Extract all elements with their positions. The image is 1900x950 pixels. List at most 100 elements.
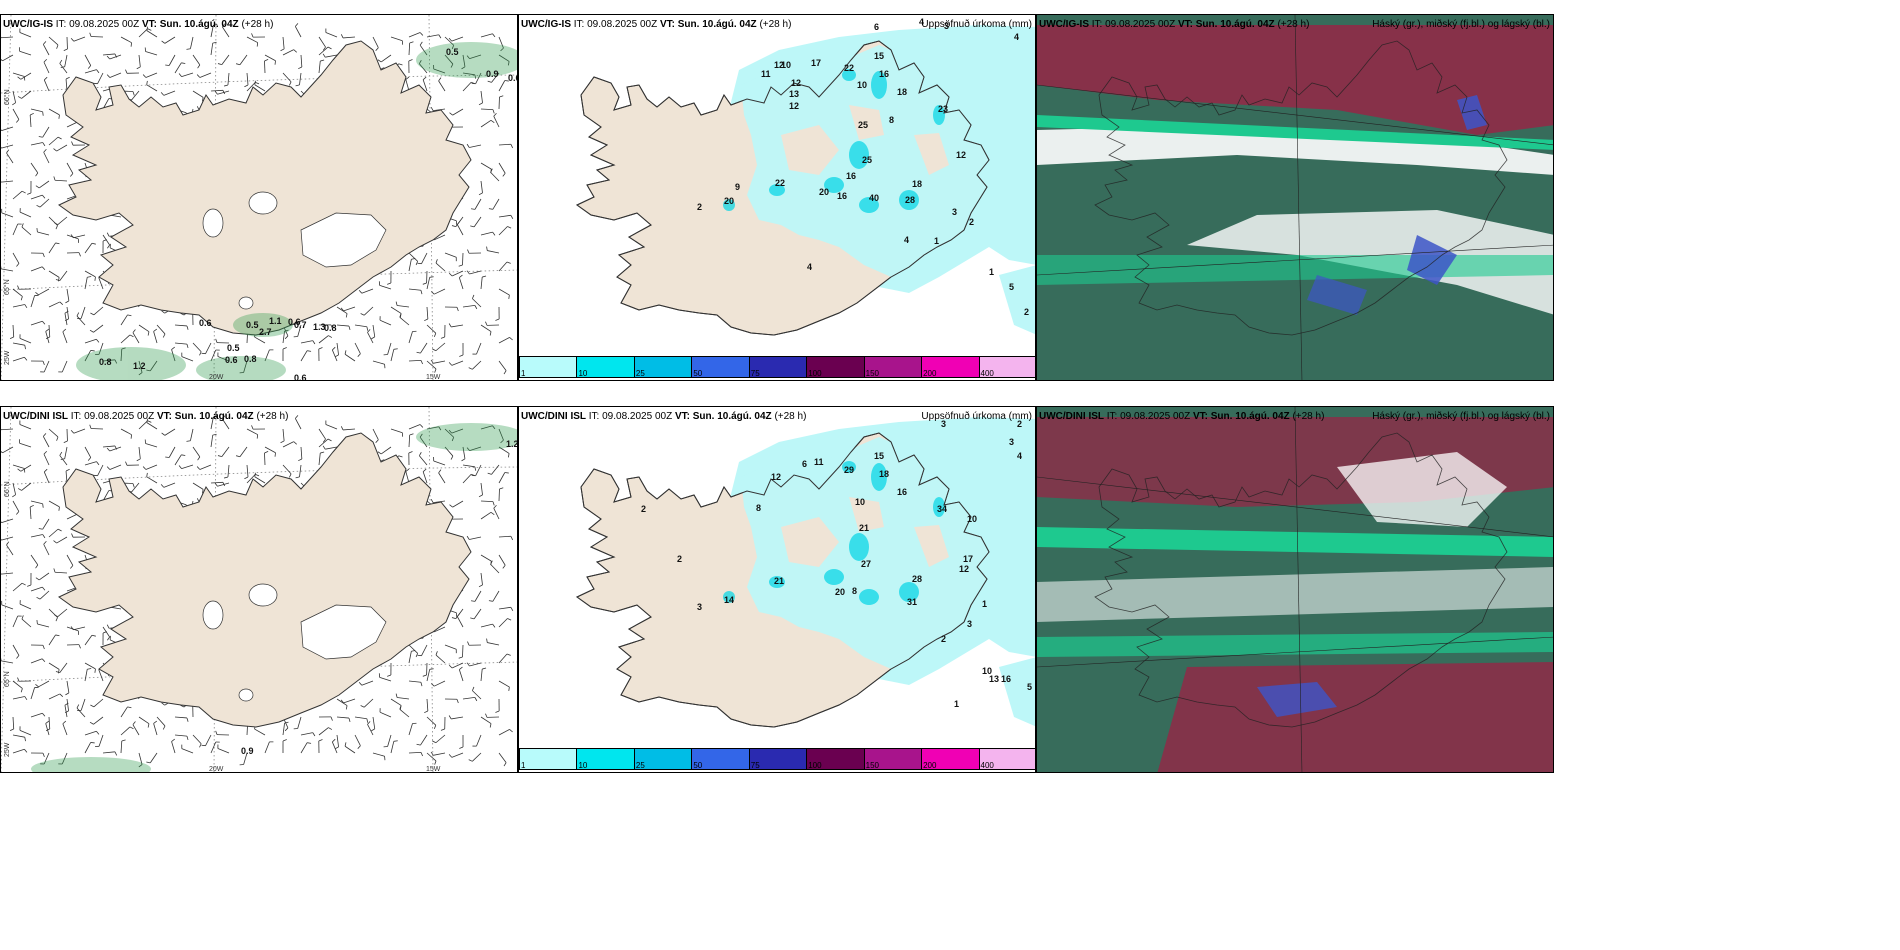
colorbar-label: 200 <box>923 369 937 378</box>
precip-value: 18 <box>897 87 907 97</box>
wind-header-top: UWC/IG-IS IT: 09.08.2025 00Z VT: Sun. 10… <box>3 19 273 30</box>
colorbar-segment: 1 <box>520 749 578 770</box>
precip-colorbar-bottom: 1 10 25 50 75 100 150 200 400 <box>519 748 1035 770</box>
precip-value: 29 <box>844 465 854 475</box>
wind-speed-label: 0.8 <box>324 323 337 333</box>
precip-area-right <box>999 657 1035 727</box>
precip-value: 6 <box>874 22 879 32</box>
wind-speed-label: 0.5 <box>446 47 459 57</box>
precip-value: 1 <box>989 267 994 277</box>
precip-header-top: UWC/IG-IS IT: 09.08.2025 00Z VT: Sun. 10… <box>521 19 791 30</box>
iceland-coastline <box>576 40 990 336</box>
precip-value: 3 <box>967 619 972 629</box>
precip-value: 12 <box>959 564 969 574</box>
precip-value: 20 <box>819 187 829 197</box>
wind-speed-label: 1.1 <box>269 316 282 326</box>
precip-core <box>723 69 945 213</box>
colorbar-label: 50 <box>693 369 703 378</box>
lead-time: (+28 h) <box>256 411 289 422</box>
model-name: UWC/DINI ISL <box>1039 411 1104 422</box>
wind-panel-top: 66°N65°N25W20W15W0.50.90.60.60.51.12.70.… <box>0 14 518 381</box>
precip-value: 11 <box>761 69 771 79</box>
lead-time: (+28 h) <box>1277 19 1310 30</box>
dry-patches <box>781 105 949 175</box>
colorbar-label: 100 <box>808 761 822 770</box>
lead-time: (+28 h) <box>759 19 792 30</box>
precip-value: 16 <box>897 487 907 497</box>
precip-value: 1 <box>982 599 987 609</box>
precip-value: 27 <box>861 559 871 569</box>
precip-colorbar-top: 1 10 25 50 75 100 150 200 400 <box>519 356 1035 378</box>
graticule <box>1 407 517 772</box>
precip-value: 2 <box>641 504 646 514</box>
precip-value: 10 <box>855 497 865 507</box>
model-name: UWC/DINI ISL <box>3 411 68 422</box>
graticule-label: 66°N <box>3 481 11 497</box>
model-name: UWC/IG-IS <box>3 19 53 30</box>
colorbar-label: 50 <box>693 761 703 770</box>
wind-speed-label: 0.5 <box>246 320 259 330</box>
colorbar-segment: 75 <box>749 749 808 770</box>
precip-value: 21 <box>859 523 869 533</box>
precip-value: 2 <box>697 202 702 212</box>
precip-value: 8 <box>889 115 894 125</box>
wind-speed-label: 0.6 <box>199 318 212 328</box>
lead-time: (+28 h) <box>774 411 807 422</box>
it-label: IT: <box>70 411 82 422</box>
colorbar-label: 150 <box>865 761 879 770</box>
init-time: 09.08.2025 00Z <box>69 19 140 30</box>
valid-time: Sun. 10.ágú. 04Z <box>159 19 239 30</box>
glaciers <box>202 583 387 702</box>
iceland-coastline <box>1094 40 1508 336</box>
graticule-label: 20W <box>209 766 224 773</box>
wind-speed-shading <box>76 42 517 380</box>
colorbar-segment: 200 <box>922 357 980 378</box>
colorbar-label: 75 <box>750 369 760 378</box>
wind-speed-label: 0.9 <box>486 69 499 79</box>
precip-value: 11 <box>814 457 824 467</box>
wind-speed-label: 1.2 <box>133 361 146 371</box>
init-time: 09.08.2025 00Z <box>587 19 658 30</box>
precip-value: 20 <box>724 196 734 206</box>
precip-value: 4 <box>807 262 812 272</box>
wind-header-bottom: UWC/DINI ISL IT: 09.08.2025 00Z VT: Sun.… <box>3 411 288 422</box>
cloud-map-top <box>1037 15 1553 380</box>
precip-value: 3 <box>697 602 702 612</box>
vt-label: VT: <box>659 19 675 30</box>
cloud-map-bottom <box>1037 407 1553 772</box>
colorbar-segment: 50 <box>692 357 750 378</box>
precip-value: 17 <box>963 554 973 564</box>
wind-panel-bottom: 66°N 65°N 25W 20W 15W 1.2 0.9 UWC/DINI ISL IT:… <box>0 406 518 773</box>
dry-patches <box>781 497 949 567</box>
precip-value: 10 <box>857 80 867 90</box>
precip-title-bottom: Uppsöfnuð úrkoma (mm) <box>921 411 1032 422</box>
colorbar-label: 150 <box>865 369 879 378</box>
iceland-land <box>58 432 472 728</box>
precip-value: 2 <box>1017 419 1022 429</box>
precip-value: 1 <box>934 236 939 246</box>
precip-value: 16 <box>879 69 889 79</box>
precip-value: 12 <box>771 472 781 482</box>
iceland-land <box>58 40 472 336</box>
cloud-header-bottom: UWC/DINI ISL IT: 09.08.2025 00Z VT: Sun.… <box>1039 411 1324 422</box>
colorbar-segment: 1 <box>520 357 578 378</box>
precip-value: 12 <box>956 150 966 160</box>
it-label: IT: <box>55 19 67 30</box>
colorbar-label: 25 <box>635 369 645 378</box>
precip-value: 22 <box>775 178 785 188</box>
vt-label: VT: <box>141 19 157 30</box>
precip-value: 3 <box>1009 437 1014 447</box>
model-name: UWC/DINI ISL <box>521 411 586 422</box>
precip-value: 4 <box>1014 32 1019 42</box>
wind-speed-label: 0.8 <box>244 354 257 364</box>
cloud-header-top: UWC/IG-IS IT: 09.08.2025 00Z VT: Sun. 10… <box>1039 19 1309 30</box>
colorbar-segment: 100 <box>807 357 865 378</box>
wind-speed-shading <box>31 423 517 772</box>
precip-value: 34 <box>937 504 947 514</box>
colorbar-segment: 75 <box>749 357 808 378</box>
precip-header-bottom: UWC/DINI ISL IT: 09.08.2025 00Z VT: Sun.… <box>521 411 806 422</box>
precip-value: 22 <box>844 63 854 73</box>
precip-value: 4 <box>1017 451 1022 461</box>
precip-core <box>723 461 945 605</box>
